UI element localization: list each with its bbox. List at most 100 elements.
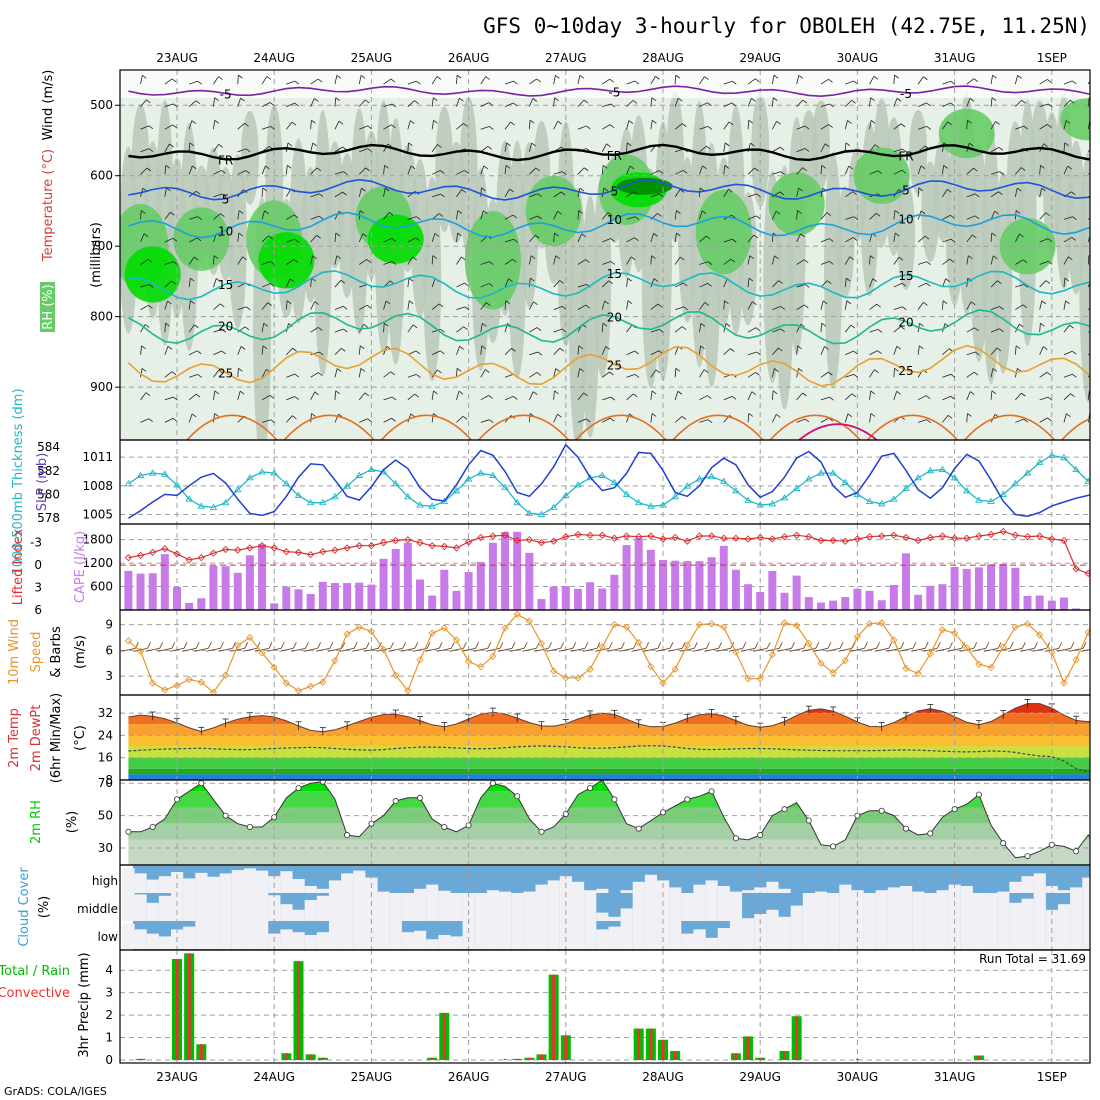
lifted-index-point [671,533,679,542]
cloud-gap-middle [900,893,913,921]
wind-barb-flag [1071,350,1077,355]
wind-speed-point [853,632,862,641]
wind-barb [133,647,148,652]
wind-barb [674,368,677,378]
wind-barb-flag [462,416,468,420]
cloud-gap-low [657,921,670,949]
wind-barb [740,647,756,652]
wind-barb [310,215,320,220]
wind-barb [747,413,750,423]
wind-barb-flag [578,345,584,350]
wind-barb [188,393,197,401]
wind-barb-flag [655,369,661,374]
wind-barb [213,255,215,265]
cloud-gap-middle [183,893,196,921]
wind-barb-flag [718,642,723,649]
isotherm-5 [128,178,1090,201]
wind-barb-flag [341,347,346,352]
wind-barb-flag [780,328,785,333]
wind-barb [213,413,215,423]
wind-barb-flag [1094,145,1098,148]
wind-barb-flag [748,119,753,124]
cloud-gap-middle [377,893,390,921]
wind-barb [674,416,683,423]
wind-barb [844,278,847,288]
wind-barb [650,255,652,265]
thickness-point [647,502,655,509]
wind-barb-flag [681,123,687,127]
wind-barb-flag [555,368,560,372]
wind-barb [966,327,975,333]
wind-barb [237,170,247,175]
wind-barb-flag [732,238,737,243]
wind-barb [674,326,683,333]
thickness-point [282,479,291,487]
wind-barb-flag [171,78,177,83]
wind-speed-point [136,647,145,655]
lifted-index-point [379,539,388,547]
cape-bar [1011,567,1020,610]
wind-barb-flag [579,187,585,192]
lifted-index-point [1084,569,1090,577]
rh-shade-mid [897,180,915,290]
cloud-gap-high [171,872,184,893]
wind-barb [188,350,198,356]
wind-barb [553,97,555,107]
wind-barb [358,368,362,378]
cloud-gap-low [146,933,159,949]
rh2m-point [465,822,472,829]
wind-barb-flag [756,215,761,220]
wind-barb [723,395,733,401]
wind-barb-flag [146,99,151,104]
precip-tick-label: 4 [105,963,113,977]
slp-thickness-plot [120,440,1090,524]
rh-shade-dry [120,70,1090,98]
wind-barb-flag [847,120,852,124]
wind-speed-point [671,665,679,673]
wind-barb-flag [410,413,415,418]
wind-barb [237,123,245,130]
wind-barb [893,148,903,153]
wind-barb-flag [970,301,976,306]
wind-barb-flag [144,324,150,328]
wind-barb-flag [316,234,321,239]
wind-speed-point [477,663,485,671]
cape-bar [877,600,886,610]
thickness-point [294,491,303,499]
wind-barb [674,256,681,265]
wind-barb-flag [651,97,657,102]
cloud-gap-middle [960,893,973,921]
wind-barb-flag [464,306,470,311]
wind-barb [674,210,677,220]
wind-barb [432,328,441,333]
wind-barb-flag [1016,187,1022,192]
wind-barb [334,305,344,310]
wind-barb [898,647,914,652]
cloud-gap-middle [438,893,451,921]
wind-barb-flag [262,187,267,192]
thickness-point [999,490,1007,497]
wind-barb [359,304,368,310]
wind-barb [383,396,393,401]
wind-barb [777,647,792,652]
lifted-index-point [562,533,570,541]
li-axis-label: Lifted Index [11,528,26,605]
wind-barb [602,103,611,108]
lifted-index-point [392,536,400,545]
wind-barb-flag [873,75,879,80]
wind-barb-flag [751,391,757,395]
wind-barb-flag [458,390,464,395]
x-tick-label-bottom: 28AUG [642,1070,684,1084]
wind-barb-flag [165,322,170,327]
wind-barb-flag [287,142,293,147]
cloud-gap-high [948,884,961,893]
cloud-gap-low [778,921,791,949]
wind-barb-flag [706,235,711,240]
cape-bar [926,585,935,610]
wind-barb [1039,346,1044,355]
wind-barb [473,647,488,652]
cloud-gap-middle [936,893,949,921]
cloud-gap-low [1009,921,1022,949]
wind-barb [310,391,316,401]
